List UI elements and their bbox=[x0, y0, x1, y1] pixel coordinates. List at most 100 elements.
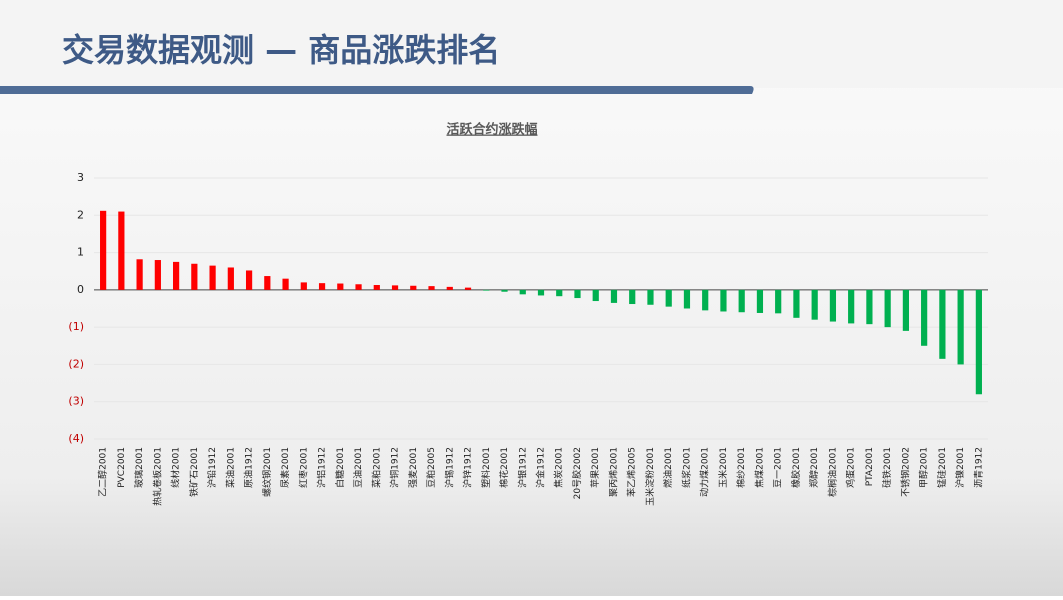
x-tick-label: PVC2001 bbox=[117, 447, 127, 488]
x-tick-label: 棉纱2001 bbox=[735, 447, 747, 488]
bar bbox=[720, 289, 727, 312]
bar bbox=[446, 286, 453, 290]
bar bbox=[355, 284, 362, 290]
x-tick-label: 硅铁2001 bbox=[881, 447, 893, 488]
bar bbox=[647, 289, 654, 305]
header-band bbox=[0, 0, 1063, 88]
bar bbox=[464, 287, 472, 290]
bar bbox=[483, 289, 490, 291]
x-tick-label: 聚丙烯2001 bbox=[607, 447, 619, 497]
x-tick-label: 沪锌1912 bbox=[462, 447, 474, 488]
x-tick-label: 焦炭2001 bbox=[553, 447, 565, 488]
x-tick-label: 不锈钢2002 bbox=[899, 447, 911, 497]
bar bbox=[921, 289, 928, 346]
bar bbox=[665, 289, 672, 307]
bar bbox=[318, 283, 326, 290]
x-tick-label: 沪金1912 bbox=[535, 447, 547, 488]
x-tick-label: 锰硅2001 bbox=[936, 447, 948, 488]
x-tick-label: 郑醇2001 bbox=[808, 447, 820, 488]
x-tick-label: 沥青1912 bbox=[972, 447, 984, 488]
bar bbox=[209, 265, 216, 290]
bar bbox=[829, 289, 837, 322]
bar bbox=[428, 286, 435, 290]
bar bbox=[702, 289, 709, 311]
bar bbox=[154, 260, 161, 290]
x-tick-label: 纸浆2001 bbox=[680, 447, 692, 488]
bar bbox=[866, 289, 873, 325]
bar bbox=[957, 289, 964, 365]
chart-title: 活跃合约涨跌幅 bbox=[446, 122, 537, 138]
x-tick-label: 菜粕2001 bbox=[370, 447, 382, 488]
x-tick-label: 沪铝1912 bbox=[316, 447, 328, 488]
x-tick-label: 线材2001 bbox=[170, 447, 182, 488]
x-tick-label: 原油1912 bbox=[243, 447, 255, 488]
x-tick-label: 棕榈油2001 bbox=[826, 447, 838, 497]
bar bbox=[738, 289, 745, 313]
bar bbox=[556, 289, 563, 297]
bar bbox=[848, 289, 855, 324]
x-tick-label: 燃油2001 bbox=[662, 447, 674, 488]
y-tick-label: 2 bbox=[77, 208, 84, 221]
y-tick-label: 1 bbox=[77, 246, 84, 259]
x-tick-label: 强麦2001 bbox=[407, 447, 419, 488]
bar bbox=[975, 289, 982, 395]
x-tick-label: 玉米淀粉2001 bbox=[644, 447, 656, 506]
x-tick-label: 沪锡1912 bbox=[443, 447, 455, 488]
x-tick-label: 苯乙烯2005 bbox=[626, 447, 638, 497]
x-tick-label: 红枣2001 bbox=[297, 447, 309, 488]
x-tick-label: 塑料2001 bbox=[480, 447, 492, 488]
bar bbox=[610, 289, 618, 303]
bar bbox=[410, 285, 417, 290]
header-rule bbox=[0, 86, 754, 94]
x-tick-label: 玻璃2001 bbox=[133, 447, 145, 488]
x-tick-label: 苹果2001 bbox=[589, 447, 601, 488]
y-tick-label: 0 bbox=[77, 283, 84, 296]
x-tick-label: 豆油2001 bbox=[352, 447, 364, 488]
y-tick-label: (1) bbox=[68, 320, 84, 333]
bar bbox=[173, 261, 180, 290]
bar bbox=[100, 210, 107, 290]
bar bbox=[136, 259, 143, 290]
bar bbox=[775, 289, 782, 314]
bar bbox=[592, 289, 599, 302]
bar bbox=[756, 289, 764, 313]
x-tick-label: 豆一2001 bbox=[773, 447, 784, 488]
y-tick-label: (2) bbox=[68, 357, 84, 370]
slide-title: 交易数据观测 — 商品涨跌排名 bbox=[62, 31, 500, 69]
bar bbox=[537, 289, 545, 296]
x-tick-label: 螺纹钢2001 bbox=[261, 447, 273, 497]
bar bbox=[902, 289, 909, 331]
bar bbox=[683, 289, 691, 309]
x-tick-label: 白糖2001 bbox=[334, 447, 346, 488]
x-tick-label: 沪镍2001 bbox=[954, 447, 966, 488]
x-tick-label: 热轧卷板2001 bbox=[151, 447, 163, 506]
bar bbox=[884, 289, 891, 328]
bar bbox=[391, 285, 399, 290]
x-tick-label: 铁矿石2001 bbox=[188, 447, 200, 497]
x-tick-label: 沪银1912 bbox=[516, 447, 528, 488]
bar bbox=[227, 267, 234, 290]
x-tick-label: 乙二醇2001 bbox=[97, 447, 109, 497]
bar bbox=[118, 211, 125, 290]
x-tick-label: PTA2001 bbox=[865, 447, 875, 486]
x-tick-label: 沪铜1912 bbox=[389, 447, 401, 488]
x-tick-label: 焦煤2001 bbox=[753, 447, 765, 488]
x-tick-label: 豆粕2005 bbox=[425, 447, 437, 488]
y-tick-label: (4) bbox=[68, 432, 84, 445]
x-tick-label: 棉花2001 bbox=[498, 447, 510, 488]
x-tick-label: 橡胶2001 bbox=[790, 447, 802, 488]
bar bbox=[300, 282, 307, 290]
x-tick-label: 沪铅1912 bbox=[206, 447, 218, 488]
x-tick-label: 尿素2001 bbox=[279, 447, 291, 488]
y-tick-label: (3) bbox=[68, 395, 84, 408]
bar bbox=[519, 289, 526, 295]
x-tick-label: 甲醇2001 bbox=[918, 447, 930, 488]
bar bbox=[264, 276, 271, 290]
y-tick-label: 3 bbox=[77, 171, 84, 184]
bar bbox=[282, 278, 289, 290]
bar bbox=[629, 289, 636, 305]
x-tick-label: 20号胶2002 bbox=[571, 447, 583, 499]
bar bbox=[373, 285, 380, 290]
bar bbox=[811, 289, 818, 320]
